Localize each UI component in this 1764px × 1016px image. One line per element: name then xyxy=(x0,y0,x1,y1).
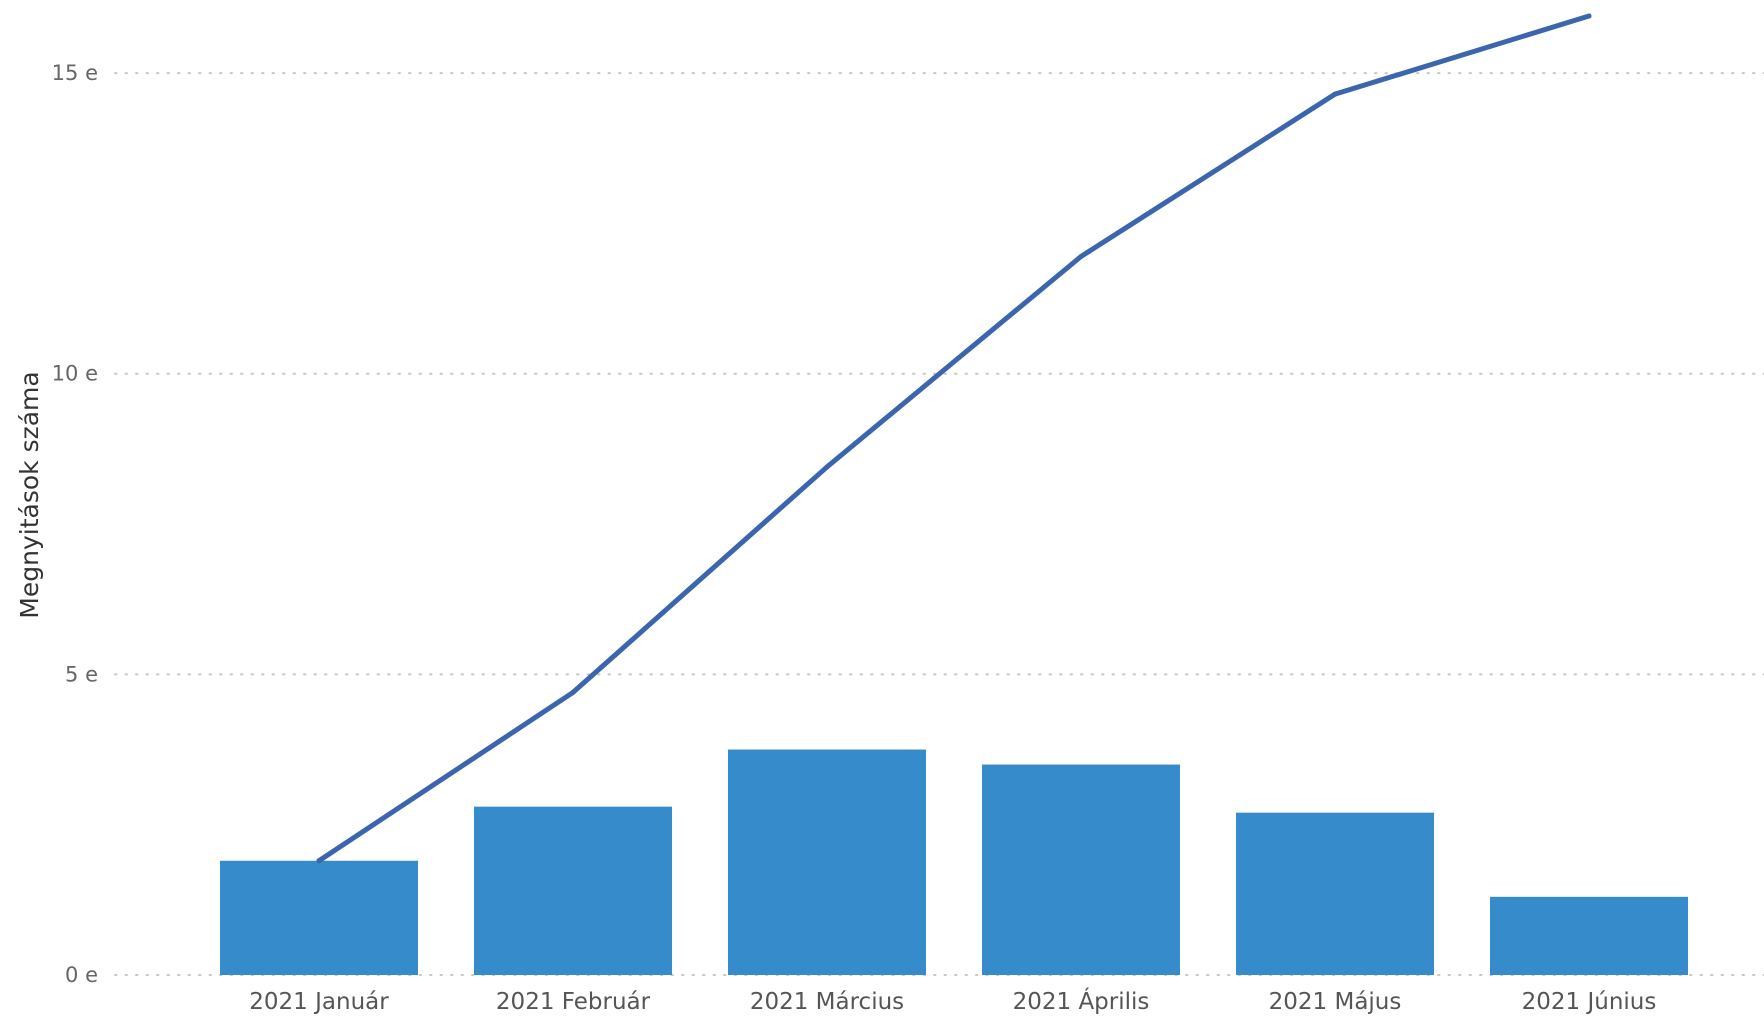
bar[interactable] xyxy=(1490,896,1688,975)
y-axis-ticks: 0 e 5 e 10 e 15 e xyxy=(52,61,98,987)
x-axis-ticks: 2021 Január 2021 Február 2021 Március 2021 … xyxy=(249,987,1656,1015)
bar[interactable] xyxy=(1236,812,1434,975)
x-tick-label: 2021 Február xyxy=(496,989,651,1015)
line-point[interactable] xyxy=(316,858,322,864)
y-tick-label: 15 e xyxy=(52,61,98,85)
bar[interactable] xyxy=(982,764,1180,975)
line-series xyxy=(316,13,1592,864)
line-point[interactable] xyxy=(570,689,576,695)
line-series-path[interactable] xyxy=(316,13,1592,864)
gridlines xyxy=(114,72,1764,976)
x-tick-label: 2021 Január xyxy=(249,989,389,1015)
line-point[interactable] xyxy=(1332,91,1338,97)
x-tick-label: 2021 Április xyxy=(1013,987,1150,1015)
x-tick-label: 2021 Március xyxy=(750,989,904,1015)
line-point[interactable] xyxy=(1078,254,1084,260)
bar[interactable] xyxy=(220,860,418,975)
y-axis-title: Megnyitások száma xyxy=(15,371,44,618)
y-tick-label: 0 e xyxy=(65,963,98,987)
x-tick-label: 2021 Június xyxy=(1522,989,1657,1015)
bar[interactable] xyxy=(728,749,926,975)
y-tick-label: 10 e xyxy=(52,362,98,386)
y-tick-label: 5 e xyxy=(65,662,98,686)
bar[interactable] xyxy=(474,806,672,975)
line-point[interactable] xyxy=(824,464,830,470)
line-point[interactable] xyxy=(1586,13,1592,19)
bar-series xyxy=(220,749,1688,975)
x-tick-label: 2021 Május xyxy=(1269,989,1402,1015)
